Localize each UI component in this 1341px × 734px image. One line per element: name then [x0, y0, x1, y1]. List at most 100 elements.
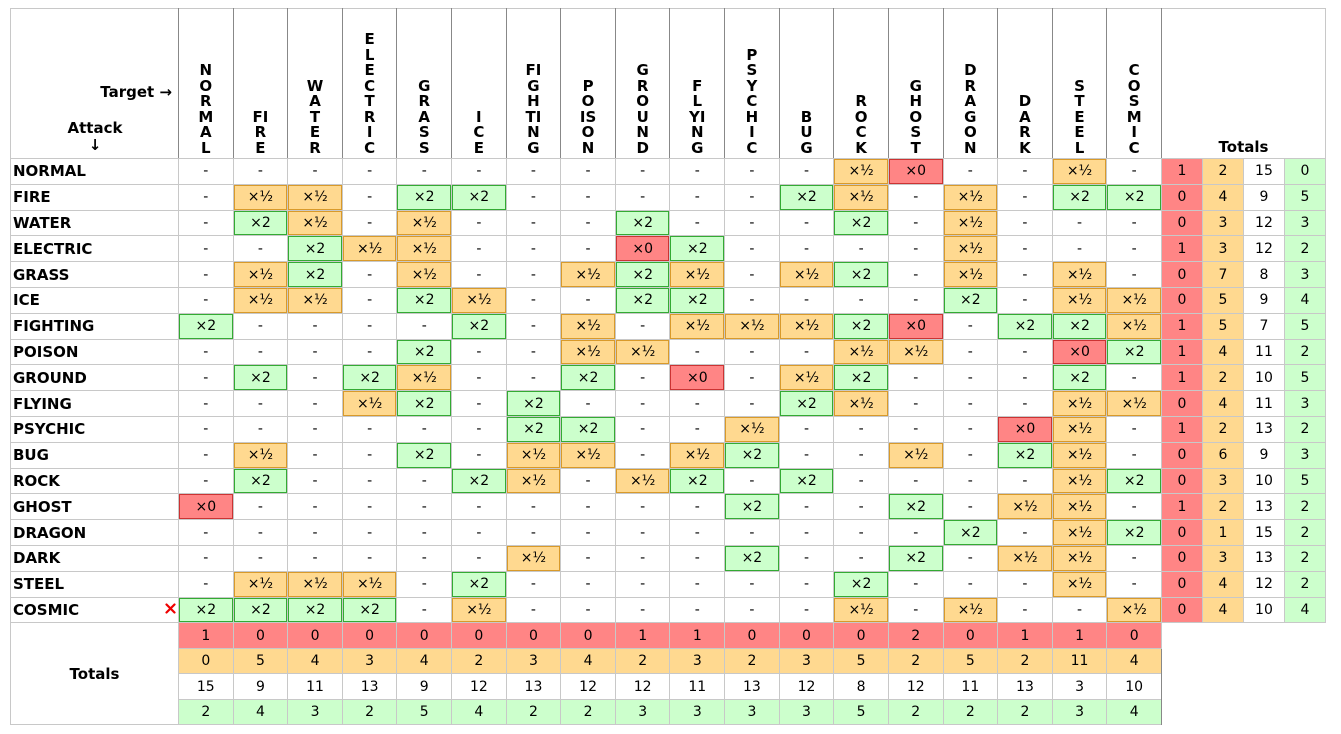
- column-total: 0: [505, 622, 562, 649]
- effect-cell: -: [778, 158, 835, 185]
- effect-cell: -: [614, 544, 671, 572]
- effect-cell: -: [451, 493, 507, 521]
- row-total: 0: [1160, 596, 1203, 624]
- row-total: 4: [1201, 183, 1244, 211]
- column-total: 0: [287, 622, 343, 649]
- effect-cell: ×2: [778, 467, 835, 495]
- effect-cell: -: [778, 235, 835, 263]
- column-total: 3: [505, 647, 562, 675]
- effect-cell: -: [232, 312, 289, 340]
- effect-cell: -: [614, 493, 671, 521]
- column-header: ICE: [451, 8, 507, 159]
- column-total: 5: [833, 698, 889, 726]
- column-total: 3: [614, 698, 671, 726]
- effect-cell: ×2: [232, 467, 289, 495]
- column-total: 4: [1106, 698, 1162, 726]
- row-total: 1: [1160, 338, 1203, 366]
- effect-cell: ×0: [997, 415, 1053, 443]
- effect-cell: ×2: [833, 209, 889, 237]
- effect-cell: ×2: [178, 596, 234, 624]
- effect-cell: ×½: [1106, 312, 1162, 340]
- column-total: 0: [778, 622, 835, 649]
- effect-cell: ×0: [887, 312, 944, 340]
- effect-cell: ×½: [942, 209, 999, 237]
- attack-row: COSMIC ×2 ×2 ×2 ×2- ×½ - - - - - - ×½ - ×½ - - ×½ 0 4 10 4: [10, 596, 1327, 624]
- effect-cell: -: [341, 158, 398, 185]
- effect-cell: -: [505, 596, 562, 624]
- effect-cell: ×½: [232, 570, 289, 598]
- column-header-text: COSMIC: [1126, 61, 1142, 157]
- row-label: POISON: [10, 338, 179, 366]
- effect-cell: ×2: [614, 261, 671, 288]
- effect-cell: -: [505, 364, 562, 392]
- effect-cell: ×2: [396, 390, 453, 417]
- effect-cell: -: [724, 390, 780, 417]
- column-header-text: DRAGON: [963, 61, 977, 157]
- blank: [1160, 622, 1326, 725]
- effect-cell: ×0: [669, 364, 726, 392]
- effect-cell: ×2: [396, 183, 453, 211]
- effect-cell: ×2: [887, 493, 944, 521]
- effect-cell: -: [341, 338, 398, 366]
- row-total: 10: [1242, 364, 1285, 392]
- corner-cell: Target → Attack ↓: [10, 8, 179, 159]
- row-total: 3: [1201, 209, 1244, 237]
- effect-cell: ×½: [724, 312, 780, 340]
- effect-cell: ×2: [833, 261, 889, 288]
- column-total: 2: [997, 647, 1053, 675]
- row-total: 2: [1283, 570, 1327, 598]
- row-total: 0: [1160, 519, 1203, 546]
- effect-cell: ×½: [232, 286, 289, 314]
- column-total: 2: [614, 647, 671, 675]
- effect-cell: -: [724, 570, 780, 598]
- column-header-text: STEEL: [1074, 76, 1085, 157]
- column-total: 4: [396, 647, 453, 675]
- effect-cell: ×2: [724, 544, 780, 572]
- effect-cell: ×2: [1106, 338, 1162, 366]
- effect-cell: -: [614, 158, 671, 185]
- row-total: 1: [1160, 364, 1203, 392]
- column-header-text: POISON: [579, 76, 597, 157]
- effect-cell: ×½: [1051, 519, 1108, 546]
- row-total: 1: [1160, 158, 1203, 185]
- effect-cell: -: [341, 261, 398, 288]
- row-total: 8: [1242, 261, 1285, 288]
- effect-cell: ×½: [1051, 286, 1108, 314]
- effect-cell: ×2: [724, 493, 780, 521]
- effect-cell: ×2: [451, 570, 507, 598]
- effect-cell: -: [778, 570, 835, 598]
- effect-cell: ×2: [505, 415, 562, 443]
- effect-cell: -: [778, 441, 835, 469]
- effect-cell: -: [341, 183, 398, 211]
- effect-cell: ×2: [396, 441, 453, 469]
- row-total: 11: [1242, 338, 1285, 366]
- column-header: DARK: [997, 8, 1053, 159]
- column-header: POISON: [560, 8, 616, 159]
- effect-cell: ×½: [724, 415, 780, 443]
- row-label: ELECTRIC: [10, 235, 179, 263]
- effect-cell: ×½: [1051, 493, 1108, 521]
- effect-cell: -: [396, 493, 453, 521]
- effect-cell: -: [505, 338, 562, 366]
- effect-cell: -: [451, 261, 507, 288]
- effect-cell: -: [1051, 596, 1108, 624]
- effect-cell: ×½: [287, 286, 343, 314]
- row-total: 4: [1283, 596, 1327, 624]
- column-header-text: PSYCHIC: [745, 45, 759, 157]
- column-header: FLYING: [669, 8, 726, 159]
- effect-cell: ×2: [451, 467, 507, 495]
- effect-cell: -: [942, 390, 999, 417]
- row-total: 12: [1242, 235, 1285, 263]
- effect-cell: ×½: [669, 312, 726, 340]
- effect-cell: ×2: [287, 261, 343, 288]
- column-header-text: DARK: [1018, 92, 1032, 157]
- effect-cell: -: [505, 493, 562, 521]
- effect-cell: ×2: [560, 364, 616, 392]
- effect-cell: ×½: [560, 441, 616, 469]
- effect-cell: ×2: [232, 364, 289, 392]
- effect-cell: -: [1106, 158, 1162, 185]
- effect-cell: ×½: [1051, 415, 1108, 443]
- attack-row: STEEL - ×½ ×½ ×½ - ×2- - - - - - ×2- - - ×½ -0 4 12 2: [10, 570, 1327, 598]
- effect-cell: -: [232, 415, 289, 443]
- column-header-text: ICE: [473, 107, 485, 157]
